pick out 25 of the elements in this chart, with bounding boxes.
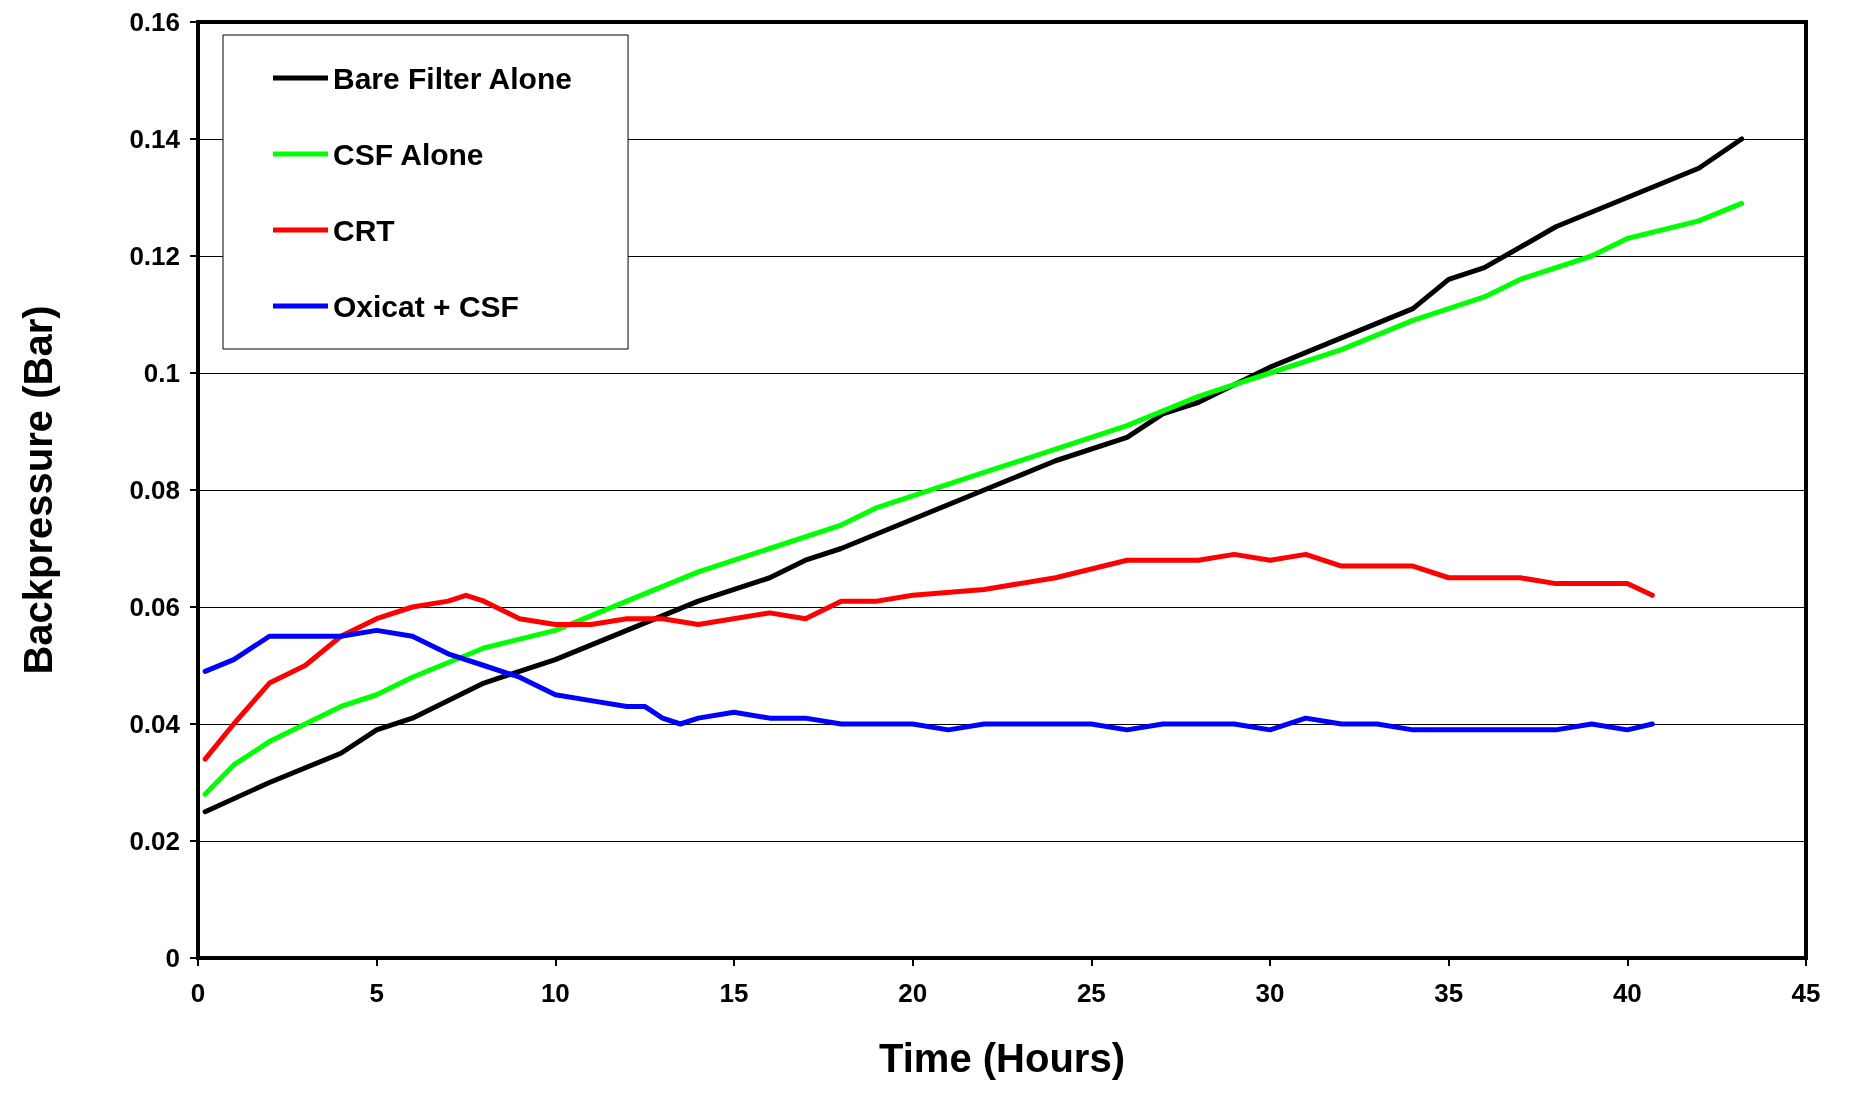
x-tick-label: 45	[1791, 978, 1821, 1008]
legend-label: Bare Filter Alone	[333, 61, 572, 95]
y-tick-label: 0	[165, 943, 180, 973]
x-tick-label: 0	[190, 978, 206, 1008]
x-tick-label: 20	[898, 978, 928, 1008]
y-tick-label: 0.16	[129, 7, 180, 37]
x-tick-label: 30	[1255, 978, 1285, 1008]
legend-label: CRT	[333, 213, 395, 247]
y-tick-label: 0.14	[129, 124, 181, 154]
y-tick-label: 0.1	[143, 358, 180, 388]
x-axis-title: Time (Hours)	[879, 1036, 1125, 1080]
y-tick-label: 0.02	[129, 826, 180, 856]
y-axis-title: Backpressure (Bar)	[16, 305, 60, 675]
x-tick-label: 40	[1612, 978, 1642, 1008]
y-tick-label: 0.08	[129, 475, 180, 505]
x-tick-label: 10	[540, 978, 570, 1008]
y-tick-label: 0.04	[129, 709, 181, 739]
legend-label: Oxicat + CSF	[333, 289, 519, 323]
x-tick-label: 35	[1434, 978, 1464, 1008]
x-tick-label: 15	[719, 978, 749, 1008]
legend-label: CSF Alone	[333, 137, 484, 171]
y-tick-label: 0.12	[129, 241, 180, 271]
x-tick-label: 5	[369, 978, 384, 1008]
y-tick-label: 0.06	[129, 592, 180, 622]
x-tick-label: 25	[1076, 978, 1106, 1008]
